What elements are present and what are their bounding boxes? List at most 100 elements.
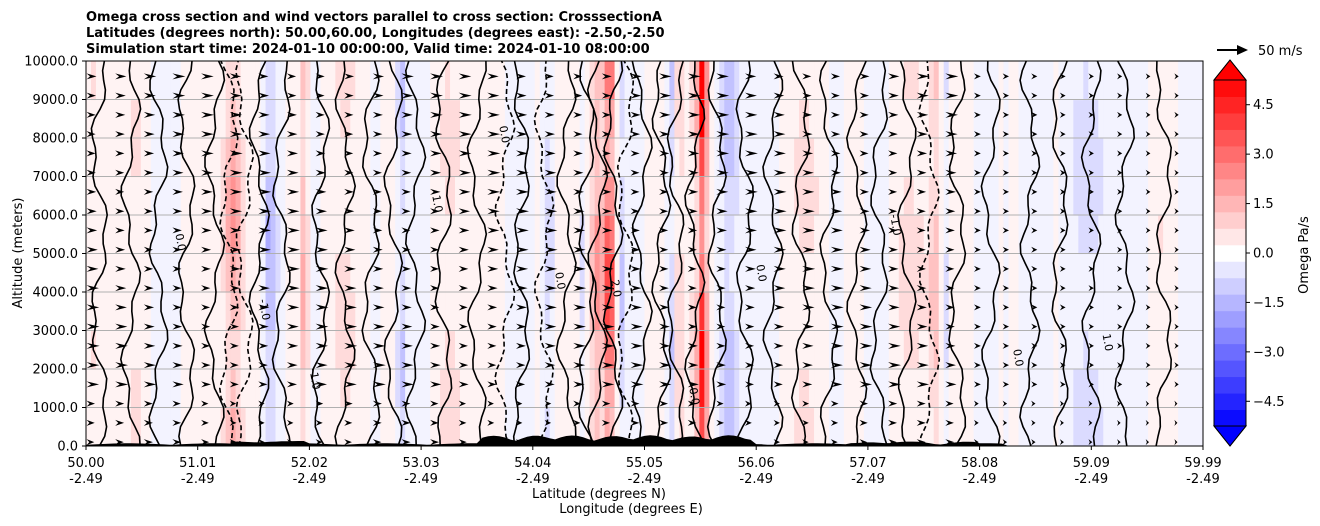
wind-vector xyxy=(516,304,527,311)
wind-vector xyxy=(172,131,185,138)
contour-line xyxy=(918,61,941,446)
wind-vector xyxy=(830,265,844,272)
wind-vector xyxy=(1203,247,1207,253)
wind-vector xyxy=(258,400,265,407)
x-tick-label-lat: 55.05 xyxy=(626,456,663,471)
colorbar-tick-label: 4.5 xyxy=(1253,98,1274,113)
contour-label: 2.0 xyxy=(608,279,624,298)
wind-vector xyxy=(1203,381,1207,387)
wind-vector xyxy=(544,92,554,99)
wind-vector xyxy=(286,342,299,349)
wind-vector xyxy=(974,111,981,118)
wind-vector xyxy=(716,188,729,195)
contour-line xyxy=(434,61,453,446)
wind-vector xyxy=(659,73,672,80)
wind-vector xyxy=(430,208,440,215)
contour-line xyxy=(234,61,255,446)
wind-vector xyxy=(573,381,585,388)
wind-vector xyxy=(659,381,672,388)
wind-vector xyxy=(1059,111,1066,118)
wind-vector xyxy=(1088,419,1093,426)
wind-vector xyxy=(802,400,809,407)
wind-vector xyxy=(1059,381,1066,388)
wind-vector xyxy=(659,265,669,272)
wind-vector xyxy=(573,208,585,215)
colorbar-segment xyxy=(1214,129,1246,147)
wind-vector xyxy=(1145,150,1151,157)
wind-vector xyxy=(1145,285,1151,292)
wind-vector xyxy=(830,169,841,176)
wind-vector xyxy=(86,304,100,311)
wind-vector xyxy=(344,285,357,292)
wind-vector xyxy=(372,342,386,349)
wind-vector xyxy=(916,285,927,292)
wind-vector xyxy=(802,227,816,234)
wind-vector xyxy=(1031,265,1038,272)
wind-vector xyxy=(430,285,440,292)
wind-vector xyxy=(544,265,558,272)
wind-vector xyxy=(716,362,726,369)
wind-vector xyxy=(601,188,612,195)
wind-vector xyxy=(372,362,386,369)
wind-vector xyxy=(86,265,99,272)
wind-vector xyxy=(487,323,497,330)
wind-vector xyxy=(974,342,981,349)
wind-vector xyxy=(1031,131,1038,138)
contour-line xyxy=(845,61,868,446)
wind-vector xyxy=(315,381,327,388)
wind-vector xyxy=(229,227,242,234)
wind-vector xyxy=(659,150,670,157)
wind-vector xyxy=(1031,342,1038,349)
wind-vector xyxy=(401,131,413,138)
wind-vector xyxy=(86,419,95,426)
wind-vector xyxy=(544,419,552,426)
wind-vector xyxy=(258,342,269,349)
wind-vector xyxy=(859,265,872,272)
wind-vector xyxy=(945,304,955,311)
wind-vector xyxy=(315,150,326,157)
wind-vector xyxy=(115,400,125,407)
wind-vector xyxy=(143,304,155,311)
wind-vector xyxy=(974,188,981,195)
wind-vector xyxy=(916,400,926,407)
wind-vector xyxy=(716,150,730,157)
wind-vector xyxy=(745,265,756,272)
wind-vector xyxy=(859,92,869,99)
wind-vector xyxy=(172,246,182,253)
wind-vector xyxy=(916,304,927,311)
wind-vector xyxy=(229,265,241,272)
wind-vector xyxy=(487,362,497,369)
wind-vector xyxy=(315,419,323,426)
wind-vector xyxy=(344,227,355,234)
wind-vector xyxy=(1031,400,1036,407)
contour-line xyxy=(90,61,109,446)
wind-vector xyxy=(888,208,898,215)
contour-line xyxy=(897,61,917,446)
wind-vector xyxy=(945,73,959,80)
wind-vector xyxy=(487,227,500,234)
wind-vector xyxy=(516,265,529,272)
colorbar-segment xyxy=(1214,244,1246,262)
wind-vector xyxy=(659,92,672,99)
wind-vector xyxy=(86,150,96,157)
wind-vector xyxy=(830,439,838,446)
wind-vector xyxy=(1059,342,1066,349)
wind-vector xyxy=(86,131,96,138)
wind-vector xyxy=(1002,92,1009,99)
wind-vector xyxy=(687,150,700,157)
wind-vector xyxy=(86,169,96,176)
wind-vector xyxy=(773,419,780,426)
x-tick-label-lat: 58.08 xyxy=(961,456,998,471)
wind-vector xyxy=(229,73,242,80)
wind-vector xyxy=(945,381,957,388)
wind-vector xyxy=(315,131,325,138)
wind-vector xyxy=(1088,73,1094,80)
wind-vector xyxy=(1174,246,1179,253)
wind-vector xyxy=(1031,362,1038,369)
wind-vector xyxy=(201,150,214,157)
wind-vector xyxy=(974,265,981,272)
wind-vector xyxy=(830,111,840,118)
wind-vector xyxy=(201,111,215,118)
wind-vector xyxy=(1174,439,1178,446)
x-tick-label-lon: -2.49 xyxy=(739,472,773,487)
